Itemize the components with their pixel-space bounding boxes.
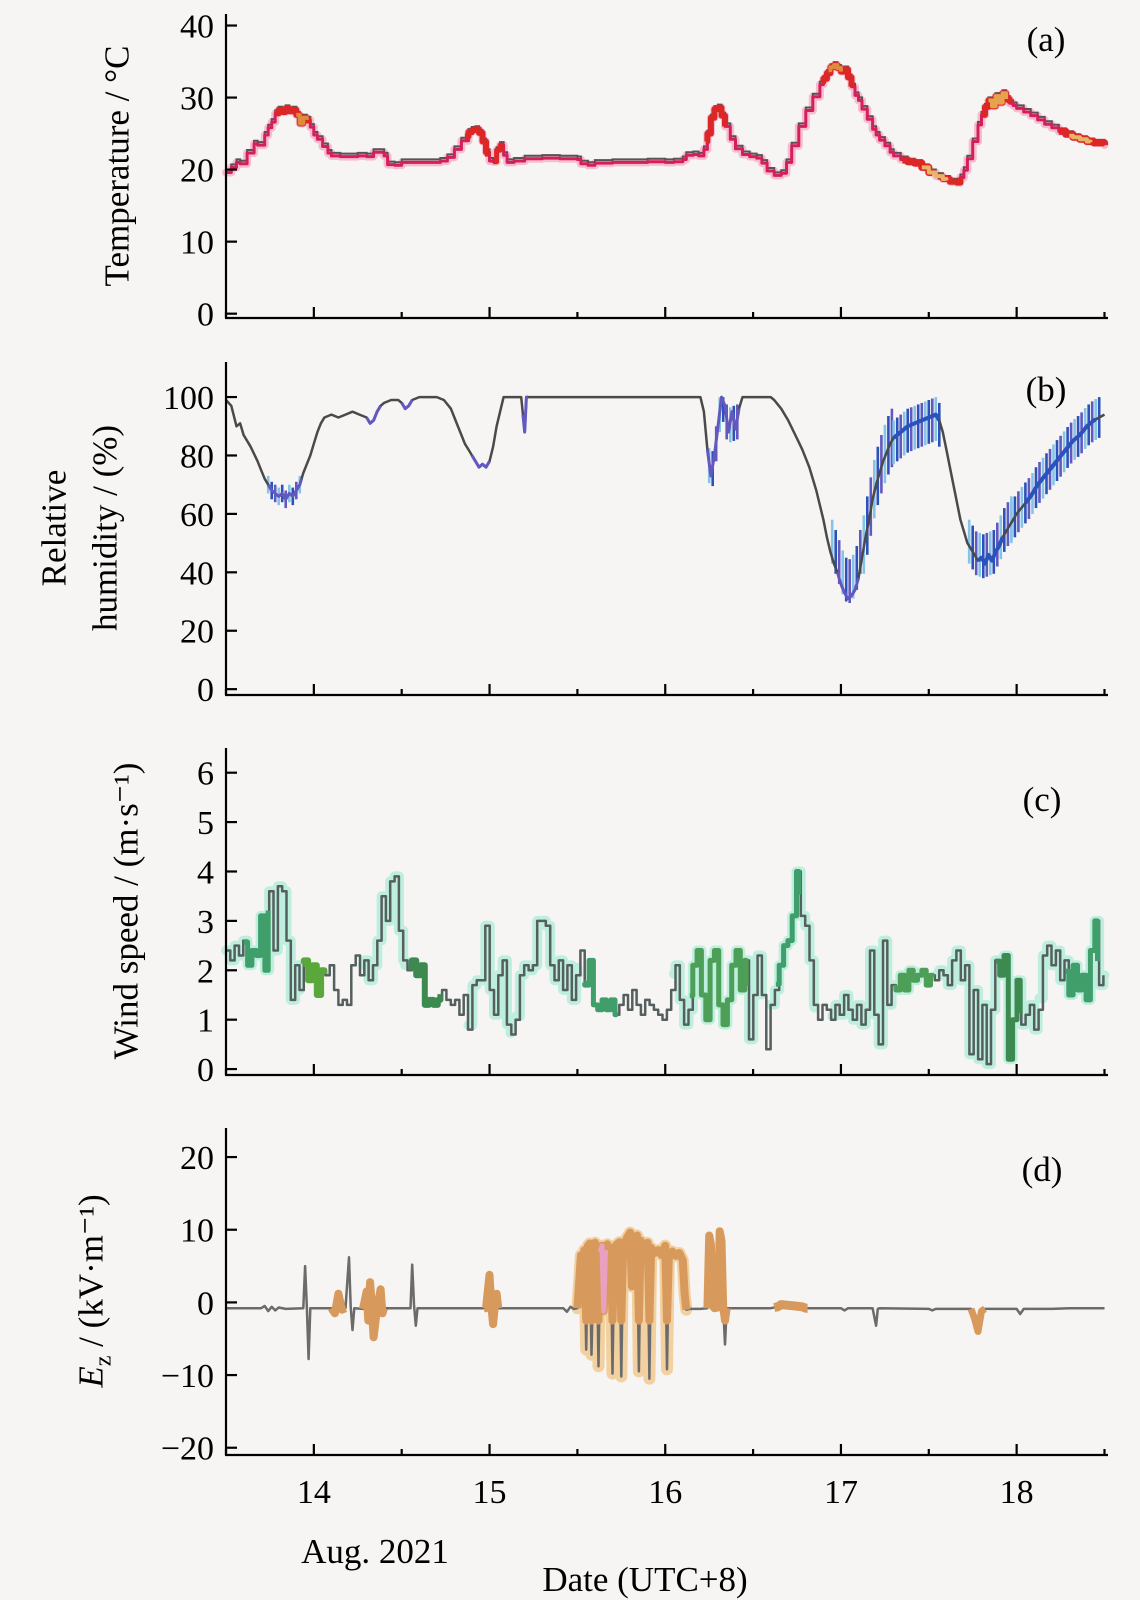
overlay-segment bbox=[705, 395, 741, 478]
y-tick-label: 100 bbox=[163, 380, 214, 417]
overlay-segment bbox=[464, 126, 491, 157]
overlay-segment bbox=[703, 1227, 731, 1325]
y-tick-label: 3 bbox=[197, 904, 214, 941]
y-axis-title-humidity-line2: humidity / (%) bbox=[85, 424, 124, 632]
overlay-segment bbox=[243, 910, 271, 973]
y-axis-title-temperature: Temperature / °C bbox=[97, 45, 137, 287]
y-axis-title-humidity-line1: Relative bbox=[34, 469, 74, 587]
axes bbox=[224, 748, 1108, 1077]
y-axis-title-wind-speed: Wind speed / (m·s⁻¹) bbox=[106, 762, 146, 1060]
overlay-segment bbox=[597, 1243, 608, 1314]
y-tick-label: 4 bbox=[197, 854, 214, 891]
y-tick-label: 80 bbox=[180, 438, 214, 475]
axes bbox=[224, 362, 1108, 697]
panel-label-d: (d) bbox=[1021, 1150, 1063, 1189]
panel-b: 0 20 40 60 80 100 bbox=[163, 362, 1108, 709]
overlay-segment bbox=[892, 412, 942, 440]
overlay-segment bbox=[365, 405, 382, 425]
y-tick-label: 30 bbox=[180, 81, 214, 118]
overlay-segment bbox=[296, 112, 309, 126]
y-tick-label: 0 bbox=[197, 1285, 214, 1322]
overlay-segment bbox=[482, 1270, 503, 1329]
y-tick-label: 40 bbox=[180, 555, 214, 592]
y-tick-label: 0 bbox=[197, 1052, 214, 1089]
y-tick-label: 6 bbox=[197, 756, 214, 793]
overlay-segment bbox=[1069, 133, 1093, 144]
overlay-segment bbox=[573, 1228, 691, 1325]
overlay-segment bbox=[835, 571, 860, 601]
panel-label-a: (a) bbox=[1026, 20, 1066, 59]
overlay-segment bbox=[470, 454, 491, 469]
overlay-segment bbox=[704, 104, 728, 145]
overlay-segment bbox=[300, 957, 328, 998]
x-axis-title: Date (UTC+8) bbox=[542, 1560, 748, 1599]
overlay-segment bbox=[775, 869, 802, 987]
panel-c: 0 1 2 3 4 5 6 bbox=[197, 748, 1110, 1089]
axes bbox=[224, 14, 1108, 320]
y-tick-label: 20 bbox=[180, 153, 214, 190]
overlay-segment bbox=[773, 1300, 811, 1313]
x-tick-label: 16 bbox=[648, 1474, 682, 1511]
overlay-segment bbox=[408, 957, 444, 1008]
y-tick-label: 2 bbox=[197, 953, 214, 990]
overlay-segment bbox=[967, 1305, 987, 1335]
x-tick-label: 17 bbox=[824, 1474, 858, 1511]
overlay-segment bbox=[328, 1289, 348, 1318]
ez-variable: E bbox=[71, 1366, 111, 1388]
y-tick-label: 10 bbox=[180, 1213, 214, 1250]
overlay-segment bbox=[493, 142, 505, 165]
y-tick-label: 5 bbox=[197, 805, 214, 842]
overlay-segment bbox=[521, 395, 529, 434]
overlay-segment bbox=[266, 478, 303, 501]
y-axis-title-electric-field: Ez / (kV·m⁻¹) bbox=[67, 1194, 122, 1387]
y-tick-label: 60 bbox=[180, 497, 214, 534]
overlay-segment bbox=[828, 63, 843, 73]
overlay-segment bbox=[359, 1278, 388, 1342]
x-tick-label: 15 bbox=[473, 1474, 507, 1511]
overlay-segment bbox=[976, 536, 1005, 566]
x-tick-label: 14 bbox=[297, 1474, 331, 1511]
overlay-segment bbox=[1065, 918, 1100, 1003]
overlay-segment bbox=[921, 165, 949, 181]
overlay-segment bbox=[995, 953, 1023, 1062]
overlay-segment bbox=[689, 948, 749, 1028]
y-tick-label: 20 bbox=[180, 614, 214, 651]
overlay-segment bbox=[988, 91, 1009, 109]
overlay-segment bbox=[1023, 417, 1097, 505]
panel-label-c: (c) bbox=[1022, 780, 1062, 819]
y-tick-label: 0 bbox=[197, 672, 214, 709]
axes bbox=[224, 1128, 1108, 1457]
month-year-label: Aug. 2021 bbox=[301, 1532, 449, 1571]
y-tick-label: −20 bbox=[161, 1431, 214, 1468]
glow-segment bbox=[222, 61, 1109, 187]
x-tick-label: 18 bbox=[1000, 1474, 1034, 1511]
y-tick-label: 1 bbox=[197, 1003, 214, 1040]
y-tick-label: 20 bbox=[180, 1140, 214, 1177]
ez-subscript: z bbox=[90, 1355, 117, 1367]
overlay-segment bbox=[893, 967, 935, 993]
ez-unit: / (kV·m⁻¹) bbox=[71, 1194, 111, 1356]
y-tick-label: 10 bbox=[180, 225, 214, 262]
y-tick-label: 0 bbox=[197, 297, 214, 334]
panel-d: −20 −10 0 10 20 14 15 16 17 18 bbox=[161, 1128, 1108, 1511]
overlay-segment bbox=[400, 399, 414, 411]
y-tick-label: −10 bbox=[161, 1358, 214, 1395]
overlay-segment bbox=[582, 957, 619, 1018]
y-tick-label: 40 bbox=[180, 9, 214, 46]
y-axis-title-humidity: Relative humidity / (%) bbox=[29, 425, 131, 631]
panel-label-b: (b) bbox=[1025, 370, 1067, 409]
panel-a: 0 10 20 30 40 bbox=[180, 9, 1109, 334]
series-main-line bbox=[226, 870, 1105, 1066]
